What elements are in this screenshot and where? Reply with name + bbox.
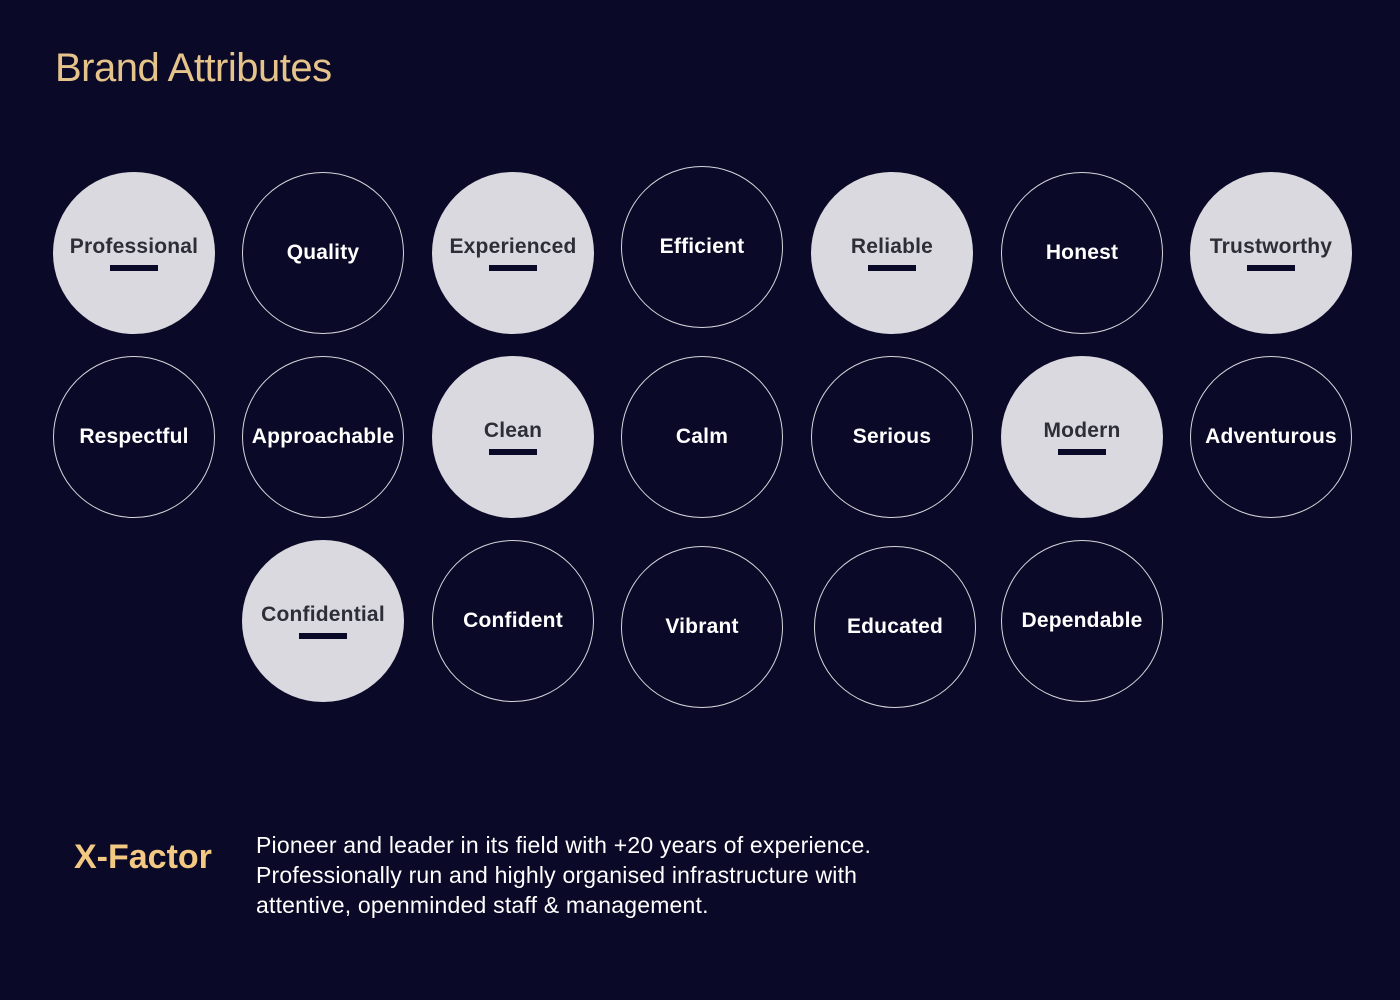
attribute-label: Approachable [251, 425, 395, 448]
selected-dash-marker [1058, 449, 1106, 455]
attribute-dependable[interactable]: Dependable [1001, 540, 1163, 702]
attribute-label: Quality [286, 241, 360, 264]
attribute-label: Calm [675, 425, 729, 448]
selected-dash-marker [489, 449, 537, 455]
page-title: Brand Attributes [55, 46, 332, 90]
attribute-label: Reliable [850, 235, 934, 258]
attribute-label: Professional [69, 235, 199, 258]
attribute-approachable[interactable]: Approachable [242, 356, 404, 518]
attribute-experienced[interactable]: Experienced [432, 172, 594, 334]
attribute-label: Trustworthy [1209, 235, 1333, 258]
attribute-label: Dependable [1021, 609, 1143, 632]
attribute-quality[interactable]: Quality [242, 172, 404, 334]
attribute-clean[interactable]: Clean [432, 356, 594, 518]
attribute-confidential[interactable]: Confidential [242, 540, 404, 702]
attribute-label: Clean [483, 419, 543, 442]
attribute-professional[interactable]: Professional [53, 172, 215, 334]
attribute-label: Modern [1043, 419, 1121, 442]
xfactor-line: Professionally run and highly organised … [256, 862, 858, 888]
attribute-respectful[interactable]: Respectful [53, 356, 215, 518]
attribute-label: Experienced [449, 235, 577, 258]
attribute-label: Efficient [659, 235, 745, 258]
attribute-honest[interactable]: Honest [1001, 172, 1163, 334]
selected-dash-marker [299, 633, 347, 639]
attribute-label: Educated [846, 615, 944, 638]
attribute-label: Serious [852, 425, 932, 448]
attribute-label: Honest [1045, 241, 1119, 264]
attribute-modern[interactable]: Modern [1001, 356, 1163, 518]
xfactor-line: attentive, openminded staff & management… [256, 892, 709, 918]
attribute-confident[interactable]: Confident [432, 540, 594, 702]
attribute-label: Vibrant [665, 615, 739, 638]
selected-dash-marker [110, 265, 158, 271]
attribute-trustworthy[interactable]: Trustworthy [1190, 172, 1352, 334]
xfactor-label: X-Factor [74, 838, 212, 876]
attribute-label: Adventurous [1205, 425, 1337, 448]
attribute-educated[interactable]: Educated [814, 546, 976, 708]
attribute-label: Respectful [79, 425, 189, 448]
attribute-adventurous[interactable]: Adventurous [1190, 356, 1352, 518]
selected-dash-marker [868, 265, 916, 271]
attribute-vibrant[interactable]: Vibrant [621, 546, 783, 708]
xfactor-description: Pioneer and leader in its field with +20… [256, 830, 976, 920]
attribute-serious[interactable]: Serious [811, 356, 973, 518]
attribute-label: Confident [463, 609, 563, 632]
attribute-label: Confidential [261, 603, 385, 626]
xfactor-line: Pioneer and leader in its field with +20… [256, 832, 872, 858]
attribute-reliable[interactable]: Reliable [811, 172, 973, 334]
attribute-calm[interactable]: Calm [621, 356, 783, 518]
selected-dash-marker [1247, 265, 1295, 271]
attribute-efficient[interactable]: Efficient [621, 166, 783, 328]
selected-dash-marker [489, 265, 537, 271]
